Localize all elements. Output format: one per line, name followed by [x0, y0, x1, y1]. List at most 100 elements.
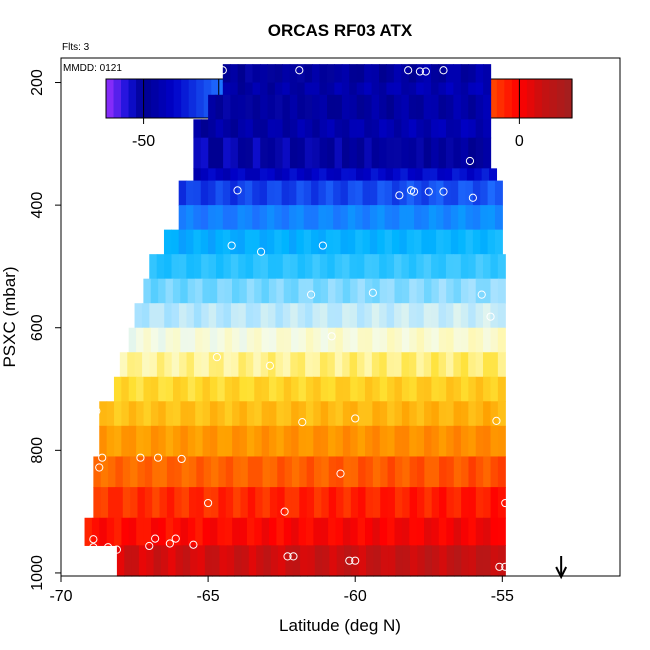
heatmap-cell	[394, 487, 403, 519]
heatmap-cell	[209, 425, 218, 458]
heatmap-cell	[172, 278, 181, 304]
heatmap-cell	[215, 168, 224, 182]
heatmap-cell	[446, 376, 455, 402]
heatmap-cell	[259, 180, 268, 206]
heatmap-cell	[141, 303, 150, 329]
heatmap-cell	[431, 254, 440, 280]
heatmap-cell	[394, 303, 403, 329]
heatmap-cell	[364, 254, 373, 280]
heatmap-cell	[372, 425, 381, 458]
heatmap-cell	[201, 303, 210, 329]
heatmap-cell	[460, 278, 469, 304]
heatmap-cell	[195, 401, 204, 427]
heatmap-cell	[325, 205, 334, 231]
heatmap-cell	[401, 64, 410, 84]
heatmap-cell	[371, 303, 380, 329]
heatmap-cell	[387, 456, 396, 488]
heatmap-cell	[387, 327, 396, 353]
heatmap-cell	[201, 254, 210, 280]
heatmap-cell	[334, 352, 343, 378]
heatmap-cell	[239, 517, 248, 546]
heatmap-cell	[350, 376, 359, 402]
heatmap-cell	[416, 425, 425, 458]
heatmap-cell	[327, 137, 336, 169]
heatmap-cell	[232, 327, 241, 353]
heatmap-cell	[387, 376, 396, 402]
heatmap-cell	[304, 119, 313, 139]
heatmap-cell	[150, 425, 159, 458]
heatmap-cell	[269, 401, 278, 427]
x-axis: -70 -65 -60 -55	[49, 576, 514, 605]
sample-point	[439, 187, 448, 196]
y-tick-label: 1000	[29, 555, 46, 591]
heatmap-cell	[393, 94, 402, 120]
heatmap-cell	[453, 517, 462, 546]
heatmap-cell	[289, 94, 298, 120]
heatmap-cell	[446, 327, 455, 353]
heatmap-cell	[377, 229, 386, 255]
heatmap-cell	[144, 456, 153, 488]
heatmap-cell	[282, 352, 291, 378]
heatmap-cell	[303, 180, 312, 206]
heatmap-cell	[458, 205, 467, 231]
heatmap-cell	[291, 456, 300, 488]
heatmap-cell	[275, 254, 284, 280]
heatmap-cell	[460, 376, 469, 402]
colorbar-cell	[556, 79, 566, 118]
heatmap-cell	[341, 64, 350, 84]
heatmap-cell	[424, 376, 433, 402]
y-axis-label: PSXC (mbar)	[0, 266, 19, 367]
heatmap-cell	[326, 64, 335, 84]
heatmap-cell	[306, 487, 315, 519]
heatmap-cell	[159, 456, 168, 488]
heatmap-cell	[304, 94, 313, 120]
heatmap-cell	[394, 517, 403, 546]
heatmap-cell	[349, 303, 358, 329]
heatmap-cell	[224, 401, 233, 427]
colorbar-cell	[526, 79, 536, 118]
heatmap-cell	[222, 64, 231, 84]
heatmap-cell	[416, 254, 425, 280]
heatmap-cell	[187, 327, 196, 353]
heatmap-cell	[274, 94, 284, 120]
heatmap-cell	[416, 352, 425, 378]
sample-point	[189, 540, 198, 549]
heatmap-cell	[311, 229, 320, 255]
heatmap-cell	[304, 137, 313, 169]
heatmap-cell	[416, 456, 425, 488]
heatmap-cell	[341, 94, 350, 120]
heatmap-cell	[216, 352, 225, 378]
heatmap-cell	[475, 456, 484, 488]
heatmap-cell	[497, 327, 506, 353]
heatmap-cell	[490, 487, 499, 519]
sample-point	[404, 66, 413, 75]
sample-point	[415, 67, 425, 76]
heatmap-cell	[289, 137, 298, 169]
heatmap-cell	[460, 517, 469, 546]
heatmap-cell	[215, 205, 224, 231]
heatmap-cell	[106, 401, 115, 427]
heatmap-cell	[113, 376, 122, 402]
heatmap-cell	[222, 229, 231, 255]
heatmap-cell	[146, 545, 155, 577]
heatmap-cell	[408, 94, 417, 120]
heatmap-cell	[494, 205, 503, 231]
heatmap-cell	[226, 545, 235, 577]
heatmap-cell	[312, 254, 321, 280]
heatmap-cell	[406, 205, 415, 231]
heatmap-cell	[356, 137, 365, 169]
heatmap-cell	[465, 180, 474, 206]
heatmap-cell	[143, 425, 152, 458]
heatmap-cell	[349, 64, 358, 84]
heatmap-cell	[267, 64, 276, 84]
heatmap-cell	[300, 545, 309, 577]
heatmap-cell	[276, 376, 285, 402]
heatmap-cell	[261, 425, 270, 458]
heatmap-cell	[245, 64, 254, 84]
heatmap-cell	[261, 278, 270, 304]
heatmap-cell	[497, 352, 506, 378]
heatmap-cell	[239, 278, 248, 304]
heatmap-cell	[355, 168, 364, 182]
heatmap-cell	[297, 137, 306, 169]
heatmap-cell	[149, 303, 158, 329]
